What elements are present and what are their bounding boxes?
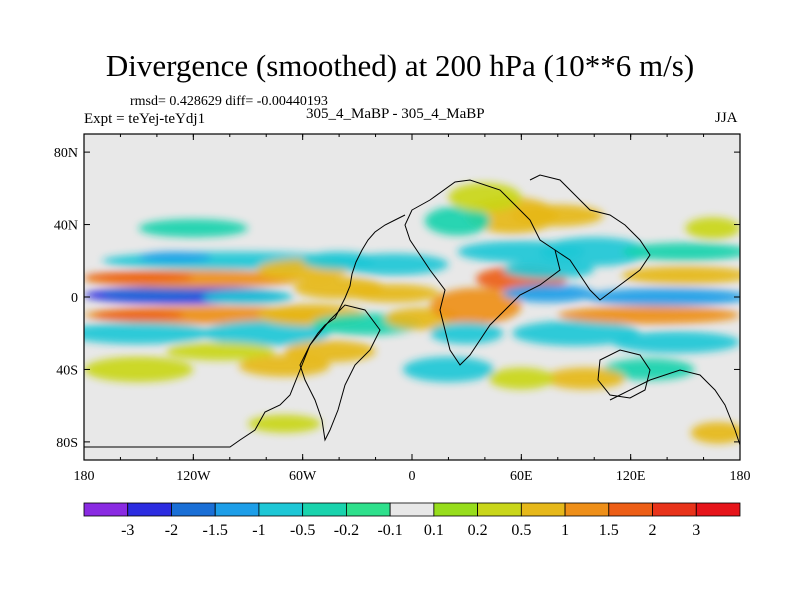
x-tick-label-5: 120E (616, 469, 646, 484)
anomaly-blob-26 (402, 356, 495, 383)
anomaly-blob-11 (166, 342, 276, 361)
x-tick-label-6: 180 (730, 469, 751, 484)
anomaly-blob-38 (621, 242, 740, 261)
anomaly-blob-6 (93, 309, 185, 321)
anomaly-blob-47 (512, 204, 604, 227)
colorbar-swatch-3 (214, 502, 260, 517)
anomaly-blob-45 (248, 414, 321, 433)
anomaly-blob-34 (512, 320, 640, 346)
coastline-australia (597, 349, 651, 399)
colorbar-swatch-8 (433, 502, 479, 517)
coastline-outline (84, 174, 740, 448)
anomaly-blob-4 (84, 271, 194, 283)
anomaly-blob-44 (488, 367, 555, 390)
anomaly-blob-8 (138, 251, 212, 263)
coastline-south-america (299, 304, 381, 442)
anomaly-blob-43 (545, 367, 626, 390)
chart-title: Divergence (smoothed) at 200 hPa (10**6 … (105, 48, 695, 83)
anomaly-blob-29 (503, 284, 595, 303)
x-tick-label-3: 0 (409, 469, 416, 484)
anomaly-blob-13 (138, 219, 248, 238)
y-tick-label-2: 0 (71, 291, 78, 306)
colorbar-swatch-14 (695, 502, 741, 517)
anomaly-blob-42 (690, 421, 740, 444)
coastline-antarctica (609, 369, 740, 446)
colorbar-label-11: 1.5 (599, 522, 619, 539)
y-tick-label-3: 40S (56, 363, 78, 378)
anomaly-blob-1 (102, 287, 212, 299)
x-tick-label-0: 180 (74, 469, 95, 484)
anomaly-blob-18 (348, 284, 440, 303)
colorbar-label-3: -1 (252, 522, 265, 539)
anomaly-blob-24 (430, 287, 522, 325)
colorbar-swatch-0 (83, 502, 129, 517)
colorbar-swatch-2 (171, 502, 216, 517)
x-tick-label-2: 60W (289, 469, 317, 484)
experiment-label: Expt = teYej-teYdj1 (84, 111, 206, 127)
anomaly-blob-10 (202, 320, 330, 346)
comparison-label: 305_4_MaBP - 305_4_MaBP (306, 106, 485, 122)
x-tick-label-1: 120W (176, 469, 211, 484)
season-label: JJA (715, 110, 738, 126)
colorbar-label-2: -1.5 (203, 522, 228, 539)
anomaly-blob-32 (424, 206, 491, 236)
colorbar-label-6: -0.1 (377, 522, 402, 539)
axes: 180 120W 60W 0 60E 120E 180 80N 40N 0 40S 80S (54, 134, 751, 484)
coastline-americas (84, 214, 406, 448)
colorbar-label-1: -2 (165, 522, 178, 539)
colorbar-swatch-4 (258, 502, 304, 517)
colorbar-label-9: 0.5 (511, 522, 531, 539)
divergence-field (84, 182, 740, 444)
colorbar-label-8: 0.2 (468, 522, 488, 539)
anomaly-blob-35 (585, 287, 740, 307)
colorbar-swatch-9 (477, 502, 522, 517)
anomaly-blob-37 (621, 266, 740, 285)
colorbar-swatch-10 (520, 502, 566, 517)
anomaly-blob-12 (84, 356, 194, 383)
colorbar-swatch-5 (302, 502, 347, 517)
colorbar-label-5: -0.2 (334, 522, 359, 539)
y-tick-label-0: 80N (54, 146, 78, 161)
anomaly-blob-25 (430, 322, 504, 345)
colorbar-swatch-13 (652, 502, 697, 517)
stats-text: rmsd= 0.428629 diff= -0.00440193 (130, 94, 328, 109)
colorbar-swatch-11 (564, 502, 610, 517)
colorbar-label-4: -0.5 (290, 522, 315, 539)
y-tick-label-4: 80S (56, 436, 78, 451)
x-tick-label-4: 60E (510, 469, 533, 484)
colorbar-swatch-1 (127, 502, 172, 517)
anomaly-blob-17 (339, 253, 449, 276)
anomaly-blob-39 (612, 331, 740, 354)
anomaly-blob-28 (503, 260, 595, 279)
anomaly-blob-41 (685, 217, 740, 240)
anomaly-blob-36 (557, 306, 740, 325)
anomaly-blob-46 (448, 182, 522, 212)
anomaly-blob-40 (603, 358, 695, 381)
anomaly-blob-2 (202, 289, 294, 305)
colorbar-swatch-6 (345, 502, 391, 517)
colorbar-label-10: 1 (561, 522, 569, 539)
colorbar: -3 -2 -1.5 -1 -0.5 -0.2 -0.1 0.1 0.2 0.5 1 1.5 2 3 (83, 502, 741, 539)
colorbar-swatch-12 (608, 502, 653, 517)
colorbar-label-13: 3 (692, 522, 700, 539)
coastline-asia (529, 174, 651, 301)
colorbar-label-12: 2 (649, 522, 657, 539)
anomaly-blob-9 (84, 322, 212, 345)
anomaly-blob-33 (539, 237, 649, 267)
colorbar-swatch-7 (389, 502, 435, 517)
anomaly-blob-22 (238, 354, 330, 377)
colorbar-label-7: 0.1 (424, 522, 444, 539)
coastline-africa-europe (404, 179, 561, 366)
y-tick-label-1: 40N (54, 219, 78, 234)
colorbar-label-0: -3 (121, 522, 134, 539)
